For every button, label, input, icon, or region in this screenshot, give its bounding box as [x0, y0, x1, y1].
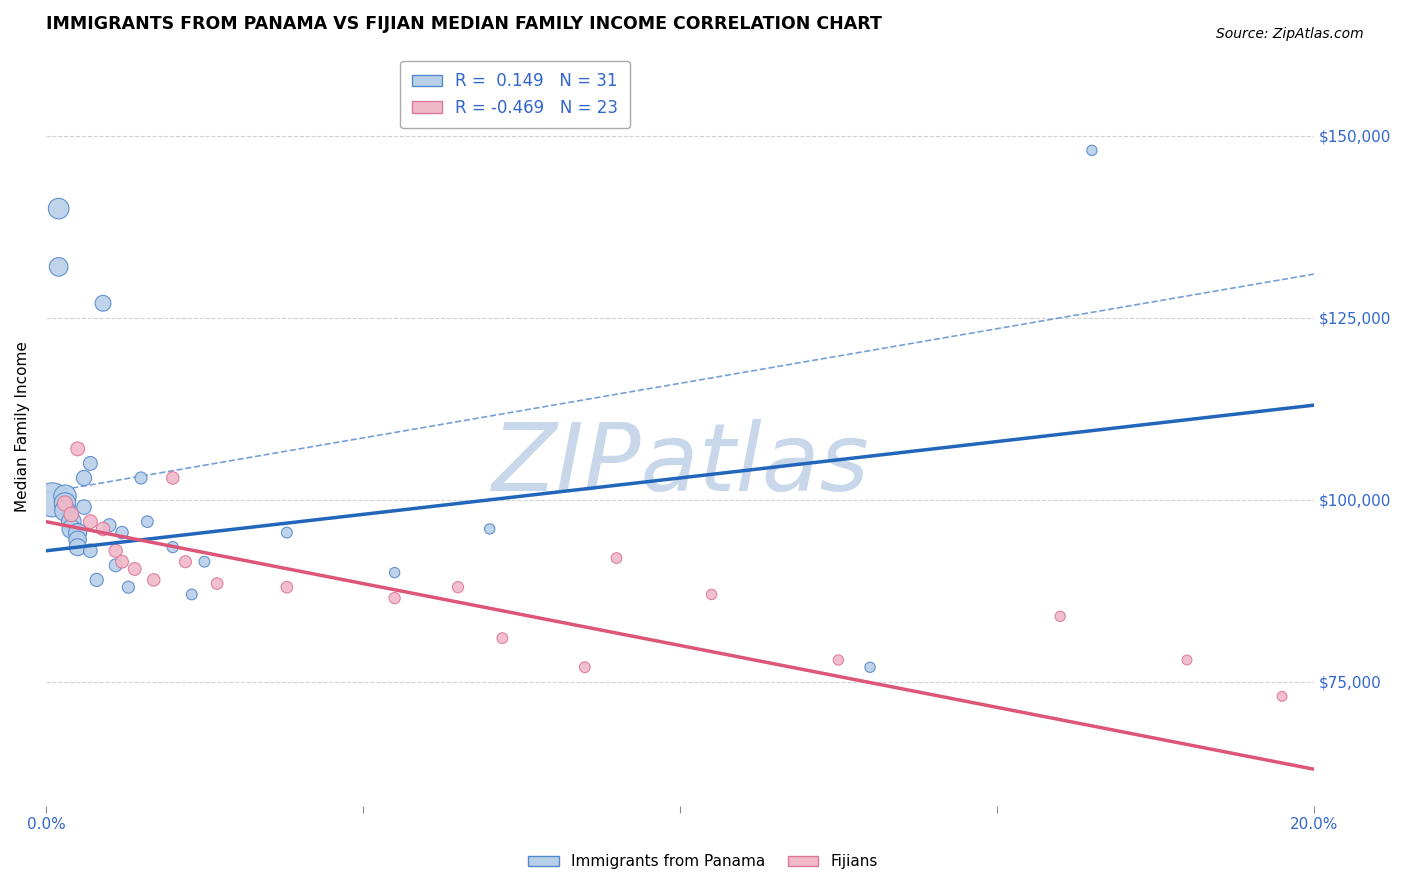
Point [66, 540, 89, 554]
Point [104, 558, 127, 573]
Point [86, 573, 108, 587]
Legend: Immigrants from Panama, Fijians: Immigrants from Panama, Fijians [522, 848, 884, 875]
Text: ZIPatlas: ZIPatlas [491, 419, 869, 510]
Text: Source: ZipAtlas.com: Source: ZipAtlas.com [1216, 27, 1364, 41]
Point [193, 555, 215, 569]
Point [1081, 144, 1104, 158]
Point [53, 504, 76, 518]
Point [79, 457, 101, 471]
Point [827, 653, 849, 667]
Point [111, 555, 134, 569]
Point [859, 660, 882, 674]
Point [53, 489, 76, 503]
Point [48, 260, 70, 274]
Point [162, 540, 184, 554]
Point [60, 508, 83, 522]
Point [491, 631, 513, 645]
Point [174, 555, 197, 569]
Point [180, 587, 202, 601]
Point [478, 522, 501, 536]
Point [98, 518, 121, 533]
Point [276, 525, 298, 540]
Point [79, 543, 101, 558]
Point [104, 543, 127, 558]
Point [48, 202, 70, 216]
Point [129, 471, 152, 485]
Point [53, 496, 76, 510]
Point [205, 576, 228, 591]
Point [117, 580, 139, 594]
Point [60, 515, 83, 529]
Point [1271, 690, 1294, 704]
Point [91, 296, 114, 310]
Point [574, 660, 596, 674]
Legend: R =  0.149   N = 31, R = -0.469   N = 23: R = 0.149 N = 31, R = -0.469 N = 23 [401, 61, 630, 128]
Point [1049, 609, 1071, 624]
Point [447, 580, 470, 594]
Point [124, 562, 146, 576]
Point [91, 522, 114, 536]
Point [66, 525, 89, 540]
Point [41, 492, 63, 507]
Point [79, 515, 101, 529]
Point [66, 533, 89, 547]
Point [73, 471, 96, 485]
Point [276, 580, 298, 594]
Point [384, 566, 406, 580]
Point [111, 525, 134, 540]
Point [142, 573, 165, 587]
Point [73, 500, 96, 515]
Point [53, 496, 76, 510]
Point [700, 587, 723, 601]
Point [66, 442, 89, 456]
Point [1175, 653, 1198, 667]
Text: IMMIGRANTS FROM PANAMA VS FIJIAN MEDIAN FAMILY INCOME CORRELATION CHART: IMMIGRANTS FROM PANAMA VS FIJIAN MEDIAN … [46, 15, 882, 33]
Point [136, 515, 159, 529]
Point [60, 522, 83, 536]
Point [162, 471, 184, 485]
Y-axis label: Median Family Income: Median Family Income [15, 342, 30, 513]
Point [605, 551, 627, 566]
Point [384, 591, 406, 606]
